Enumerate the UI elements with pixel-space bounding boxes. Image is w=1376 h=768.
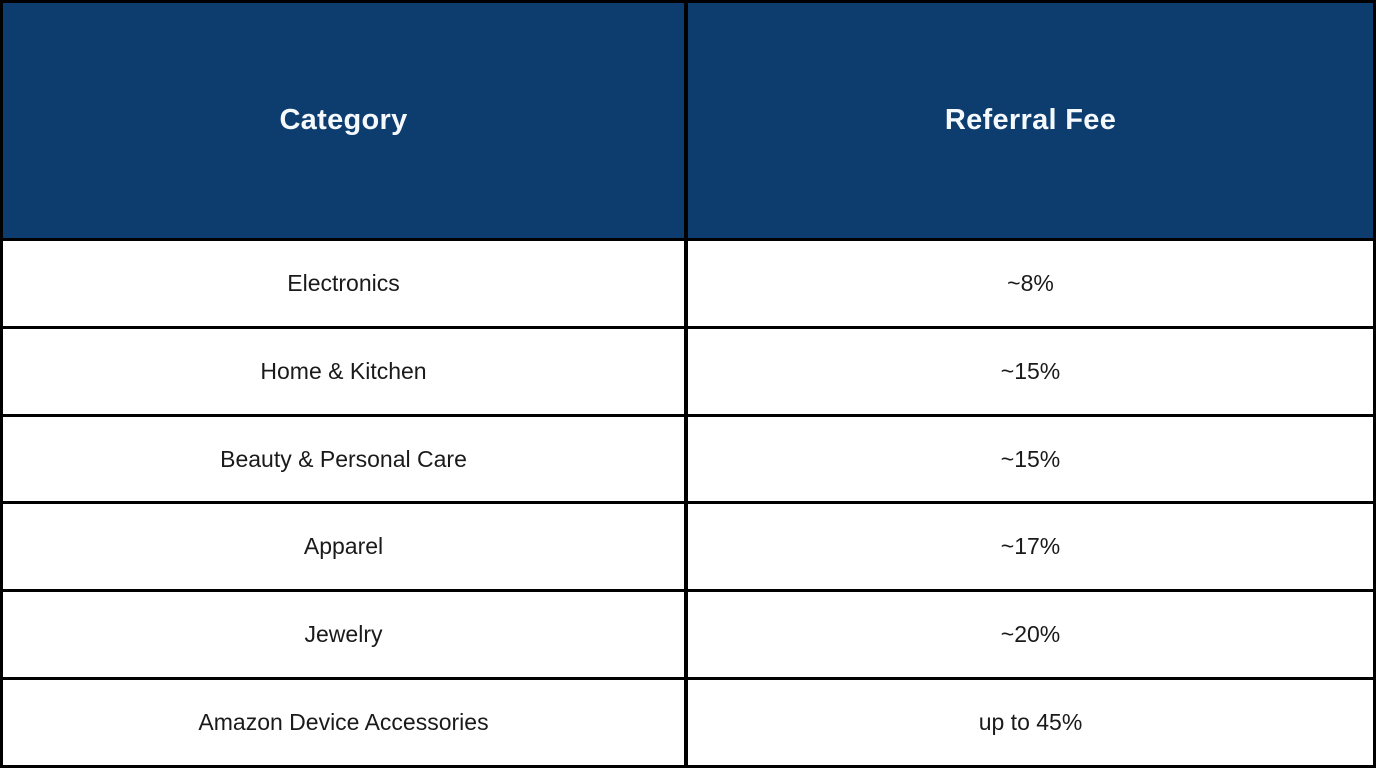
category-cell: Home & Kitchen bbox=[3, 328, 688, 414]
table-body: Electronics ~8% Home & Kitchen ~15% Beauty &… bbox=[3, 238, 1373, 765]
table-row: Amazon Device Accessories up to 45% bbox=[3, 677, 1373, 765]
table-row: Apparel ~17% bbox=[3, 501, 1373, 590]
category-cell: Jewelry bbox=[3, 592, 688, 678]
table-header-row: Category Referral Fee bbox=[3, 3, 1373, 238]
referral-fee-cell: ~15% bbox=[1000, 445, 1061, 472]
column-header-referral-fee: Referral Fee bbox=[944, 104, 1117, 136]
column-header-category: Category bbox=[3, 3, 688, 238]
referral-fee-cell: ~15% bbox=[1000, 357, 1061, 384]
category-cell: Electronics bbox=[3, 241, 688, 326]
table-row: Electronics ~8% bbox=[3, 238, 1373, 326]
table-row: Home & Kitchen ~15% bbox=[3, 325, 1373, 414]
category-cell: Amazon Device Accessories bbox=[3, 680, 688, 765]
referral-fee-cell: up to 45% bbox=[978, 709, 1083, 736]
referral-fee-cell: ~17% bbox=[1000, 533, 1061, 560]
referral-fee-cell: ~20% bbox=[1000, 621, 1061, 648]
table-row: Beauty & Personal Care ~15% bbox=[3, 413, 1373, 502]
category-cell: Beauty & Personal Care bbox=[3, 416, 688, 502]
referral-fee-cell: ~8% bbox=[1007, 269, 1054, 296]
table-row: Jewelry ~20% bbox=[3, 589, 1373, 678]
category-cell: Apparel bbox=[3, 504, 688, 590]
